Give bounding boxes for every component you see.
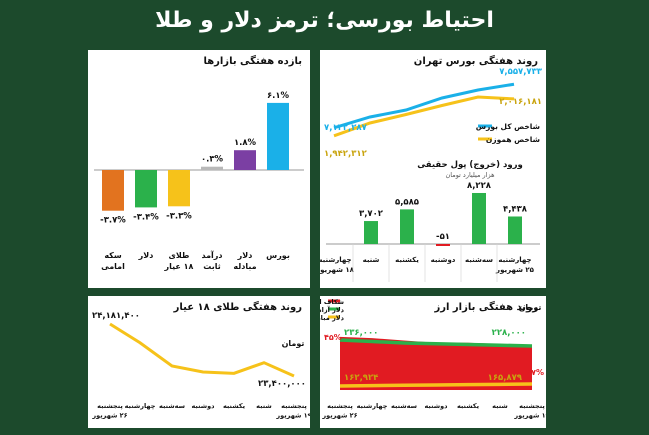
bar-1: [234, 150, 256, 170]
gold-x-0-2: ۱۹ شهریور: [275, 412, 310, 420]
category-1: دلار: [237, 251, 253, 260]
gold-unit: تومان: [282, 339, 305, 348]
flow-bar-2: [436, 244, 450, 246]
category-2-2: ثابت: [203, 262, 220, 271]
free-start-label: ۲۳۶,۰۰۰: [344, 328, 378, 338]
gold-x-1: شنبه: [256, 402, 272, 410]
fx-x-0: پنجشنبه: [519, 402, 545, 410]
category-3: طلای: [169, 251, 190, 260]
fx-x-2: یکشنبه: [457, 402, 479, 410]
fx-x-1: شنبه: [492, 402, 508, 410]
free-end-label: ۲۲۸,۰۰۰: [492, 328, 526, 338]
category-2: درآمد: [201, 250, 222, 260]
category-0: بورس: [266, 251, 290, 261]
flow-label-3: ۵,۵۸۵: [395, 197, 419, 207]
gold-x-4: سه‌شنبه: [159, 402, 185, 410]
weekly-markets-title: بازده هفتگی بازارها: [203, 56, 302, 67]
bar-5: [102, 170, 124, 211]
flow-category-3: یکشنبه: [395, 256, 419, 264]
fx-x-3: دوشنبه: [424, 402, 448, 410]
fx-x-5: چهارشنبه: [357, 402, 388, 410]
hamvazn-start-label: ۱,۹۴۲,۳۱۲: [324, 149, 368, 159]
fx-chart: ۴۵% ۳۷% ۲۳۶,۰۰۰ ۲۲۸,۰۰۰ ۱۶۲,۹۲۴ ۱۶۵,۸۷۹ شکاف ا…: [320, 298, 546, 420]
panel-tehran-bourse: روند هفتگی بورس تهران ۷,۱۲۲,۲۸۷ ۷,۵۵۷,۷۳۳…: [320, 50, 546, 288]
gold-end-label: ۲۳,۴۰۰,۰۰۰: [258, 379, 306, 389]
bar-3: [168, 170, 190, 207]
category-5: سکه: [104, 251, 122, 260]
flow-category-0-2: ۲۵ شهریور: [495, 266, 535, 274]
fx-legend-label-1: دلار آزاد: [320, 305, 345, 314]
gap-area: [340, 336, 532, 390]
money-flow-title: ورود (خروج) پول حقیقی: [417, 160, 523, 170]
flow-bar-4: [364, 221, 378, 244]
flow-label-2: -۵۱: [436, 232, 450, 242]
gold-x-6: پنجشنبه: [97, 402, 123, 410]
flow-bar-0: [508, 216, 522, 244]
flow-category-5-2: ۱۸ شهریور: [320, 266, 355, 274]
fx-x-6: پنجشنبه: [327, 402, 353, 410]
flow-bar-1: [472, 192, 486, 244]
bar-2: [201, 166, 223, 170]
flow-label-1: ۸,۲۲۸: [467, 181, 492, 191]
bar-label-1: ۱.۸%: [234, 138, 257, 148]
exchange-end-label: ۱۶۵,۸۷۹: [488, 373, 523, 383]
bar-label-4: -۳.۴%: [133, 212, 159, 222]
weekly-markets-chart: -۳.۷% سکه امامی -۳.۴% دلار -۳.۳% طلای ۱۸ عیار ۰.…: [94, 91, 304, 271]
flow-category-0: چهارشنبه: [498, 256, 531, 264]
fx-x-6-2: ۲۶ شهریور: [321, 412, 357, 420]
flow-label-0: ۴,۴۳۸: [503, 204, 528, 214]
main-title: احتیاط بورسی؛ ترمز دلار و طلا: [155, 8, 494, 33]
flow-label-4: ۳,۷۰۲: [359, 209, 384, 219]
tehran-bourse-title: روند هفتگی بورس تهران: [413, 56, 538, 67]
flow-category-5: چهارشنبه: [320, 256, 352, 264]
fx-x-4: سه‌شنبه: [391, 402, 417, 410]
legend-label-total: شاخص کل بورس: [476, 122, 540, 131]
flow-category-2: دوشنبه: [431, 256, 456, 264]
gold-x-3: دوشنبه: [191, 402, 215, 410]
tehran-bourse-chart: ۷,۱۲۲,۲۸۷ ۷,۵۵۷,۷۳۳ ۱,۹۴۲,۳۱۲ ۲,۰۱۶,۱۸۱ شاخص…: [320, 67, 543, 282]
gap-start-label: ۴۵%: [324, 333, 342, 342]
bar-label-3: -۳.۳%: [166, 211, 192, 221]
bar-4: [135, 170, 157, 208]
category-3-2: ۱۸ عیار: [164, 262, 194, 271]
fx-title: روند هفتگی بازار ارز: [434, 302, 539, 313]
panel-weekly-markets: بازده هفتگی بازارها -۳.۷% سکه امامی -۳.۴% دل…: [88, 50, 310, 288]
bar-label-5: -۳.۷%: [100, 216, 126, 226]
total-end-label: ۷,۵۵۷,۷۳۳: [499, 67, 543, 77]
gold-chart: ۲۴,۱۸۱,۴۰۰ ۲۳,۴۰۰,۰۰۰ تومان پنجشنبه ۱۹ شهریو…: [91, 311, 310, 420]
gold-start-label: ۲۴,۱۸۱,۴۰۰: [92, 311, 140, 321]
series-line-hamvazn: [333, 95, 515, 138]
free-dollar-line: [339, 338, 533, 348]
bar-0: [267, 102, 289, 170]
category-1-2: مبادله: [233, 262, 256, 271]
fx-legend-label-2: دلار مبادله: [320, 314, 345, 322]
hamvazn-end-label: ۲,۰۱۶,۱۸۱: [499, 97, 542, 107]
bar-label-0: ۶.۱%: [267, 91, 290, 101]
flow-bar-3: [400, 209, 414, 244]
gold-series-line: [109, 322, 295, 378]
gold-title: روند هفتگی طلای ۱۸ عیار: [173, 302, 302, 313]
panel-fx: روند هفتگی بازار ارز ۴۵% ۳۷% ۲۳۶,۰۰۰ ۲۲۸,۰۰…: [320, 296, 546, 428]
gold-x-0: پنجشنبه: [281, 402, 307, 410]
fx-unit: تومان: [519, 303, 542, 312]
panel-gold: روند هفتگی طلای ۱۸ عیار ۲۴,۱۸۱,۴۰۰ ۲۳,۴۰۰…: [88, 296, 310, 428]
money-flow-subtitle: هزار میلیارد تومان: [445, 171, 495, 179]
exchange-start-label: ۱۶۲,۹۲۴: [344, 373, 378, 383]
flow-category-4: شنبه: [363, 256, 380, 264]
flow-category-1: سه‌شنبه: [465, 256, 493, 264]
category-5-2: امامی: [101, 262, 125, 271]
fx-x-0-2: ۱۹ شهریور: [513, 412, 546, 420]
fx-legend-label-0: شکاف ارزی: [320, 298, 344, 306]
gold-x-5: چهارشنبه: [125, 402, 156, 410]
series-line-total: [333, 82, 515, 130]
exchange-dollar-line: [339, 382, 533, 388]
bar-label-2: ۰.۳%: [201, 155, 224, 165]
gap-end-label: ۳۷%: [526, 368, 544, 377]
gold-x-2: یکشنبه: [223, 402, 245, 410]
category-4: دلار: [138, 251, 154, 260]
legend-label-hamvazn: شاخص هموزن: [486, 135, 540, 144]
total-start-label: ۷,۱۲۲,۲۸۷: [324, 123, 368, 133]
gold-x-6-2: ۲۶ شهریور: [91, 412, 127, 420]
